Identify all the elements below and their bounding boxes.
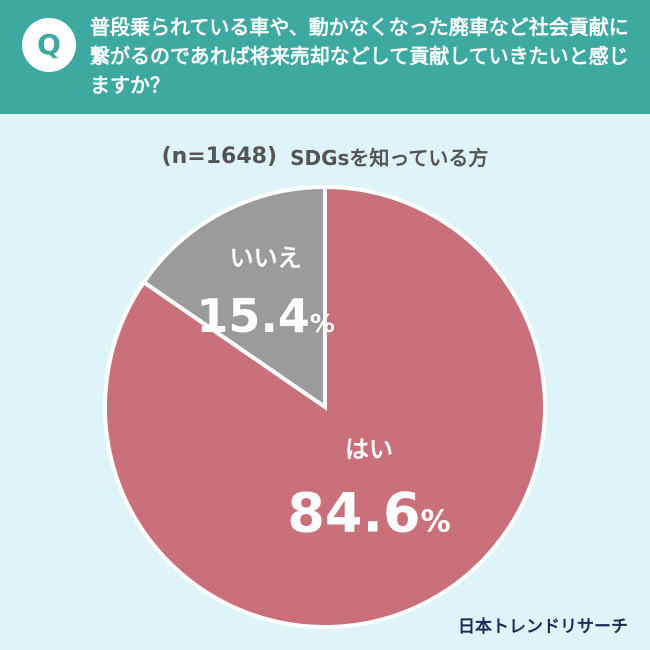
question-header: Q 普段乗られている車や、動かなくなった廃車など社会貢献に繋がるのであれば将来売…	[0, 0, 650, 114]
chart-subtitle: (n=1648) SDGsを知っている方	[0, 142, 650, 172]
slice-category-label: いいえ	[230, 244, 302, 272]
pie-slice-2	[141, 184, 327, 411]
slice-value-label: 84.6%	[287, 482, 450, 545]
question-text: 普段乗られている車や、動かなくなった廃車など社会貢献に繋がるのであれば将来売却な…	[90, 15, 629, 97]
sample-size: (n=1648)	[161, 144, 277, 169]
question-badge-label: Q	[37, 28, 61, 61]
brand-logo-text: 日本トレンドリサーチ	[458, 617, 628, 637]
question-badge: Q	[22, 18, 76, 72]
slice-value-label: 15.4%	[196, 289, 335, 343]
slice-category-label: はい	[345, 436, 393, 464]
respondent-group: SDGsを知っている方	[290, 146, 489, 170]
